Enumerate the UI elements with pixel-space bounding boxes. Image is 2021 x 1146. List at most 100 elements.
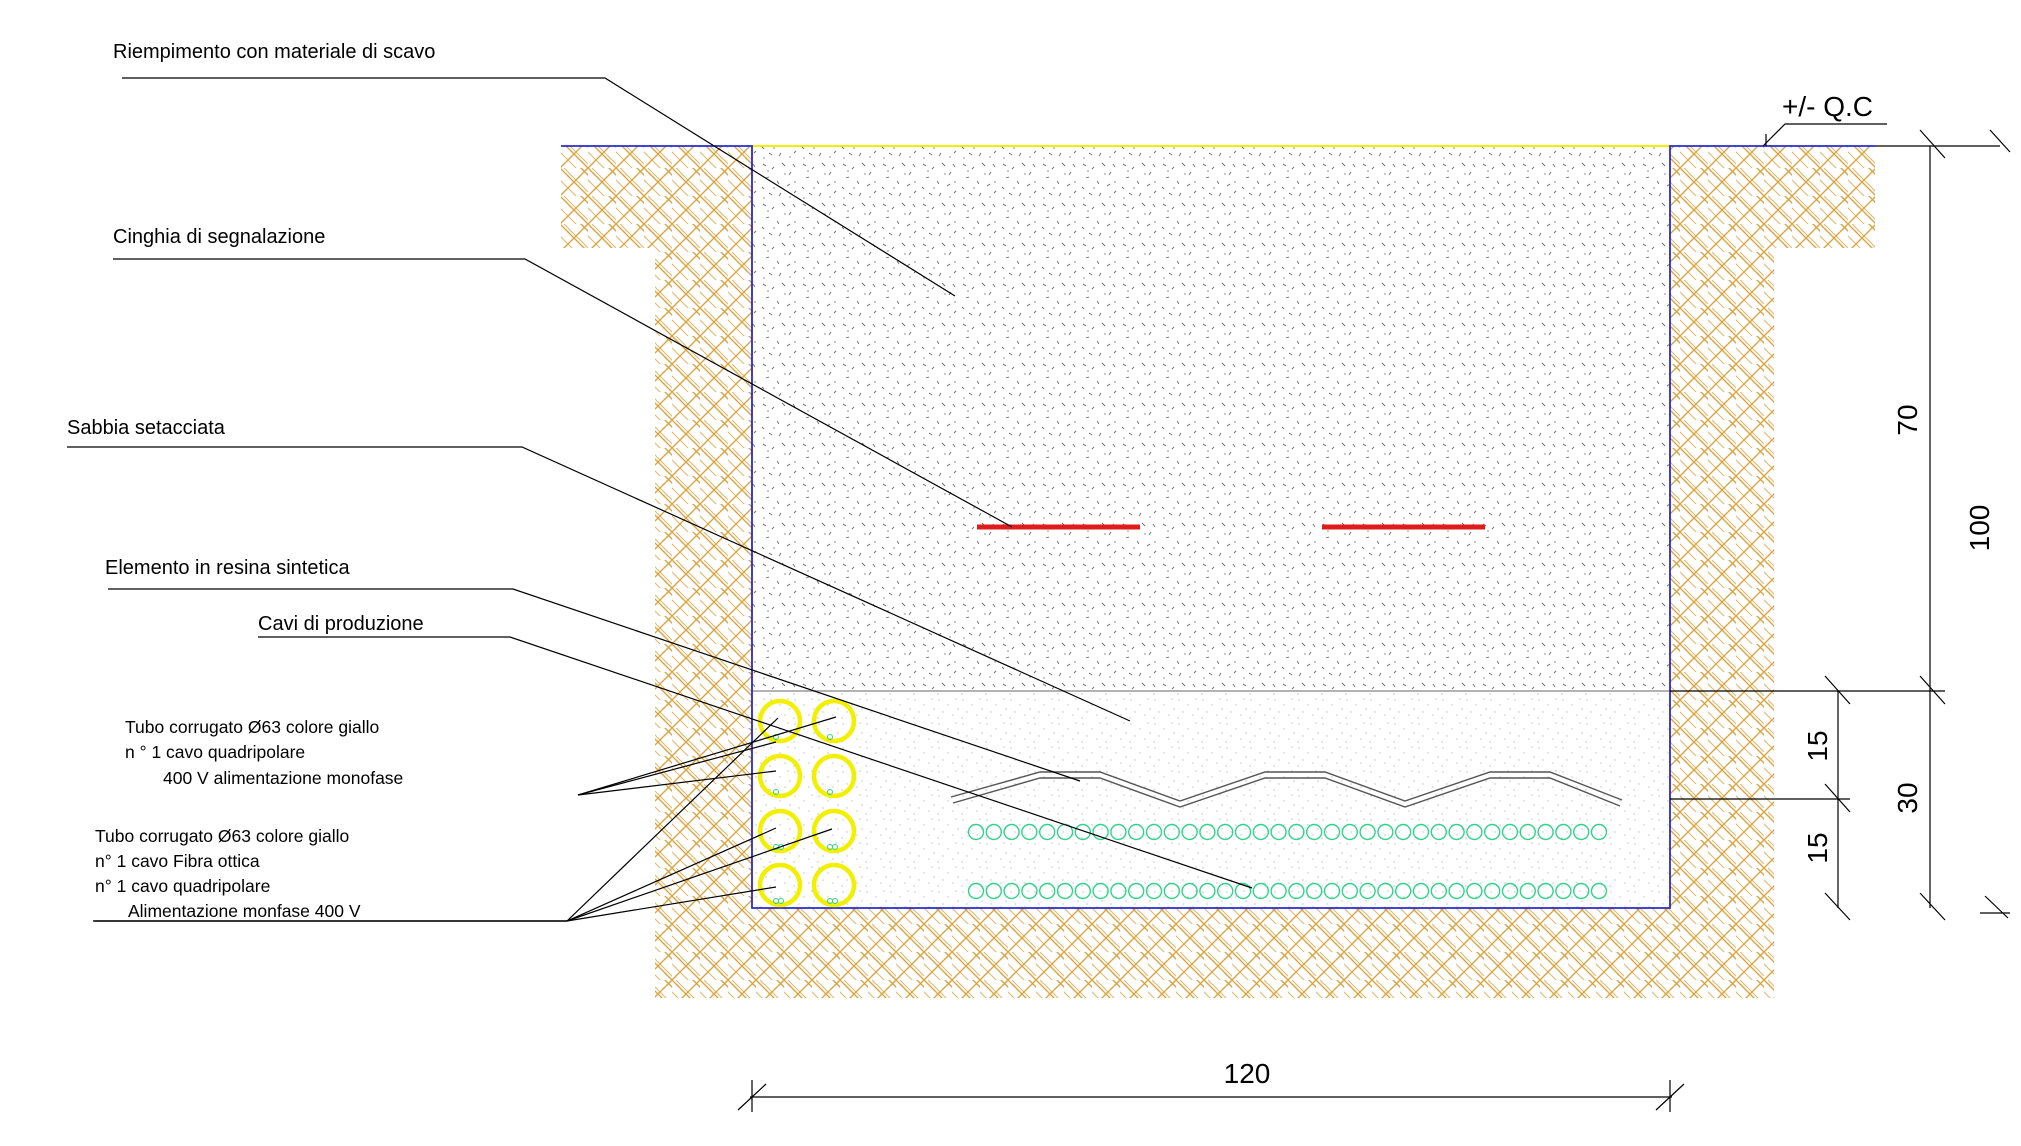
label-sieved-sand: Sabbia setacciata bbox=[67, 417, 226, 439]
cable-circle bbox=[1377, 882, 1394, 900]
cable-circle bbox=[1501, 823, 1519, 841]
cable-circle bbox=[1110, 882, 1127, 900]
cable-circle bbox=[1483, 823, 1501, 841]
cable-circle bbox=[1537, 823, 1554, 841]
cable-circle bbox=[1021, 823, 1038, 841]
cable-circle bbox=[1127, 882, 1145, 900]
cable-circle bbox=[1483, 882, 1501, 900]
inner-cable-icon bbox=[773, 734, 779, 740]
dim-sand-upper: 15 bbox=[1802, 730, 1833, 761]
inner-cable-icon bbox=[827, 734, 833, 740]
cable-circle bbox=[1145, 823, 1163, 841]
conduit-note-2-line-1: Tubo corrugato Ø63 colore giallo bbox=[95, 826, 349, 846]
dim-backfill-depth: 70 bbox=[1892, 404, 1923, 435]
conduit-note-2-line-4: Alimentazione monfase 400 V bbox=[128, 901, 361, 921]
cable-circle bbox=[1412, 823, 1430, 841]
cable-circle bbox=[1270, 882, 1287, 900]
cable-circle bbox=[1555, 823, 1572, 841]
cable-circle bbox=[1110, 823, 1127, 841]
cable-circle bbox=[1519, 823, 1537, 841]
cable-circle bbox=[1163, 823, 1181, 841]
cable-circle bbox=[1038, 823, 1056, 841]
cable-circle bbox=[1466, 882, 1483, 900]
cable-circle bbox=[1003, 882, 1020, 900]
inner-cable-icon bbox=[827, 789, 833, 795]
cable-circle bbox=[1466, 823, 1483, 841]
cable-circle bbox=[967, 823, 985, 841]
inner-cable-icon bbox=[832, 898, 838, 904]
cable-circle bbox=[1145, 882, 1163, 900]
cable-circle bbox=[1359, 823, 1376, 841]
sand-region bbox=[752, 691, 1670, 908]
label-production-cables: Cavi di produzione bbox=[258, 613, 424, 635]
inner-cable-icon bbox=[773, 789, 779, 795]
cable-circle bbox=[1234, 882, 1252, 900]
cable-circle bbox=[1163, 882, 1181, 900]
cable-circle bbox=[1341, 823, 1359, 841]
conduit-icon bbox=[811, 808, 857, 854]
conduit-icon bbox=[757, 808, 803, 854]
cable-circle bbox=[1590, 882, 1608, 900]
cable-circle bbox=[1555, 882, 1572, 900]
conduit-icon bbox=[811, 753, 857, 799]
cable-circle bbox=[1359, 882, 1376, 900]
cable-circle bbox=[1412, 882, 1430, 900]
cable-circle bbox=[1127, 823, 1145, 841]
level-reference bbox=[1762, 123, 1887, 147]
cable-circle bbox=[1341, 882, 1359, 900]
conduit-icon bbox=[811, 862, 857, 908]
cable-circle bbox=[1394, 882, 1412, 900]
cable-circle bbox=[1092, 882, 1109, 900]
conduit-icon bbox=[757, 753, 803, 799]
inner-cable-icon bbox=[778, 898, 784, 904]
cable-circle bbox=[1199, 882, 1216, 900]
conduit-note-2-line-2: n° 1 cavo Fibra ottica bbox=[95, 851, 260, 871]
label-warning-tape: Cinghia di segnalazione bbox=[113, 226, 325, 248]
cable-circle bbox=[1092, 823, 1109, 841]
cable-circle bbox=[1448, 823, 1465, 841]
conduit-note-1-line-3: 400 V alimentazione monofase bbox=[163, 768, 403, 788]
cable-circle bbox=[1430, 882, 1448, 900]
dimension-lines bbox=[737, 129, 2011, 1112]
cable-circle bbox=[1394, 823, 1412, 841]
cable-circle bbox=[1074, 882, 1092, 900]
backfill-region bbox=[752, 146, 1670, 691]
cable-circle bbox=[1430, 823, 1448, 841]
cable-circle bbox=[1377, 823, 1394, 841]
level-label: +/- Q.C bbox=[1782, 91, 1873, 122]
conduit-note-1-line-1: Tubo corrugato Ø63 colore giallo bbox=[125, 717, 379, 737]
cable-circle bbox=[1252, 882, 1270, 900]
cable-circle bbox=[1199, 823, 1216, 841]
dim-sand-total: 30 bbox=[1892, 782, 1923, 813]
cable-circle bbox=[1234, 823, 1252, 841]
cable-row-upper bbox=[967, 823, 1608, 841]
cable-circle bbox=[1181, 882, 1198, 900]
cable-circle bbox=[1305, 882, 1323, 900]
conduit-note-2-line-3: n° 1 cavo quadripolare bbox=[95, 876, 270, 896]
cable-circle bbox=[1501, 882, 1519, 900]
cable-circle bbox=[1572, 882, 1590, 900]
label-backfill: Riempimento con materiale di scavo bbox=[113, 41, 435, 63]
inner-cable-icon bbox=[832, 844, 838, 850]
cable-circle bbox=[1003, 823, 1020, 841]
cable-circle bbox=[1519, 882, 1537, 900]
cable-circle bbox=[985, 823, 1002, 841]
cable-circle bbox=[1216, 823, 1234, 841]
cable-circle bbox=[1288, 823, 1305, 841]
cable-circle bbox=[1216, 882, 1234, 900]
conduit-icon bbox=[757, 862, 803, 908]
cable-row-lower bbox=[967, 882, 1608, 900]
cable-circle bbox=[1537, 882, 1554, 900]
cable-circle bbox=[967, 882, 985, 900]
cable-circle bbox=[985, 882, 1002, 900]
conduit-note-1-line-2: n ° 1 cavo quadripolare bbox=[125, 742, 305, 762]
cable-circle bbox=[1448, 882, 1465, 900]
cable-circle bbox=[1056, 882, 1074, 900]
soil-hatch bbox=[561, 146, 1875, 998]
label-resin-element: Elemento in resina sintetica bbox=[105, 557, 350, 579]
dim-total-depth: 100 bbox=[1964, 505, 1995, 552]
cable-circle bbox=[1572, 823, 1590, 841]
conduit-leaders bbox=[95, 716, 837, 922]
cable-circle bbox=[1074, 823, 1092, 841]
trench-outline bbox=[561, 145, 1875, 909]
